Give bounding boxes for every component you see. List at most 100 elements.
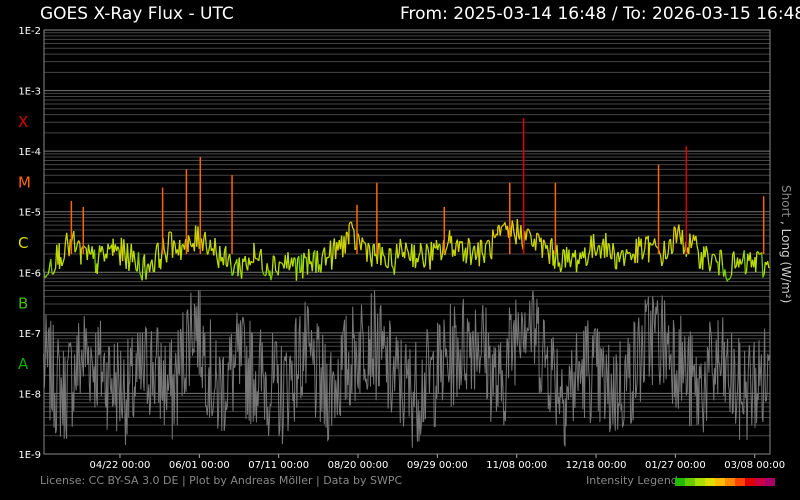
- flare-class-label: X: [18, 113, 28, 131]
- long-series-segment: [450, 236, 454, 257]
- long-series-segment: [171, 240, 175, 258]
- long-series-segment: [485, 242, 488, 245]
- long-series-segment: [153, 253, 157, 272]
- long-series-segment: [575, 259, 579, 273]
- long-series-segment: [250, 260, 253, 263]
- long-series-segment: [348, 221, 351, 225]
- long-series-segment: [358, 235, 361, 244]
- long-series-segment: [133, 250, 136, 261]
- intensity-legend-bar: [675, 478, 775, 486]
- x-tick-label: 01/27 00:00: [645, 460, 706, 471]
- long-series-segment: [327, 256, 330, 259]
- long-series-segment: [755, 251, 758, 273]
- long-series-segment: [219, 245, 222, 262]
- long-series-segment: [528, 231, 532, 236]
- long-series-segment: [553, 255, 557, 269]
- long-series-segment: [367, 242, 371, 247]
- long-series-segment: [226, 257, 230, 267]
- long-series-segment: [321, 250, 324, 257]
- long-series-segment: [364, 241, 367, 246]
- long-series-segment: [61, 261, 64, 267]
- long-series-segment: [53, 267, 57, 272]
- long-series-segment: [632, 253, 635, 256]
- long-series-segment: [159, 253, 163, 270]
- long-series-segment: [584, 253, 587, 266]
- long-series-segment: [586, 255, 590, 264]
- long-series-segment: [62, 257, 65, 263]
- long-series-segment: [627, 251, 630, 255]
- long-series-segment: [299, 270, 302, 274]
- long-series-segment: [681, 229, 685, 255]
- long-series-segment: [690, 242, 693, 249]
- long-series-segment: [141, 259, 144, 281]
- long-series-segment: [167, 231, 170, 251]
- flare-class-label: M: [18, 173, 31, 191]
- long-series-segment: [655, 245, 658, 248]
- long-series-segment: [488, 240, 492, 257]
- long-series-segment: [229, 253, 232, 266]
- long-series-segment: [383, 256, 387, 266]
- long-series-segment: [204, 231, 207, 247]
- long-series-segment: [569, 258, 573, 268]
- long-series-segment: [480, 239, 483, 242]
- long-series-segment: [741, 258, 744, 264]
- long-series-segment: [767, 261, 770, 269]
- long-series-segment: [107, 243, 110, 250]
- long-series-segment: [45, 274, 48, 278]
- long-series-segment: [344, 231, 348, 254]
- long-series-segment: [487, 239, 490, 242]
- long-series-segment: [188, 239, 192, 246]
- long-series-segment: [206, 251, 210, 255]
- long-series-segment: [659, 255, 663, 267]
- long-series-segment: [454, 243, 457, 257]
- long-series-segment: [436, 244, 440, 251]
- x-tick-labels: 04/22 00:00 06/01 00:00 07/11 00:00 08/20 0…: [90, 460, 786, 471]
- long-series-segment: [378, 242, 380, 245]
- long-series-segment: [613, 251, 617, 269]
- long-series-segment: [726, 279, 729, 282]
- long-series-segment: [261, 269, 265, 275]
- long-series-segment: [231, 273, 234, 277]
- long-series-segment: [78, 240, 81, 244]
- long-series-segment: [672, 226, 675, 252]
- y-tick-label: 1E-2: [18, 26, 41, 37]
- long-series-segment: [382, 254, 385, 257]
- long-series-segment: [425, 243, 429, 248]
- flare-class-labels: X M C B A: [18, 113, 31, 373]
- long-series-segment: [44, 276, 47, 279]
- long-series-segment: [238, 257, 242, 272]
- long-series-segment: [63, 241, 67, 258]
- long-series-segment: [391, 265, 394, 268]
- long-series-segment: [350, 222, 354, 229]
- long-series-segment: [215, 252, 219, 261]
- long-series-segment: [272, 255, 275, 258]
- long-series-segment: [366, 242, 369, 262]
- long-series-segment: [424, 244, 428, 265]
- y-tick-label: 1E-5: [18, 208, 41, 219]
- flare-spikes: [70, 118, 765, 255]
- plot-frame: [43, 29, 771, 455]
- long-series-segment: [287, 252, 290, 271]
- y-axis-label: Short , Long (W/m²): [779, 185, 793, 303]
- y-axis-label-long: , Long (W/m²): [779, 217, 793, 303]
- long-series-segment: [320, 256, 323, 273]
- long-series-segment: [393, 259, 397, 275]
- long-series-segment: [46, 273, 49, 275]
- long-series-segment: [277, 261, 280, 276]
- long-series-segment: [298, 255, 301, 273]
- y-tick-label: 1E-7: [18, 329, 41, 340]
- long-series-segment: [151, 259, 154, 272]
- long-series-segment: [711, 253, 714, 256]
- long-series-segment: [671, 251, 674, 255]
- long-series-segment: [232, 264, 236, 274]
- long-series-segment: [689, 233, 692, 249]
- y-tick-labels: 1E-2 1E-3 1E-4 1E-5 1E-6 1E-7 1E-8 1E-9: [18, 26, 41, 461]
- long-series-segment: [165, 250, 169, 263]
- long-series-segment: [439, 244, 442, 261]
- x-tick-label: 09/29 00:00: [407, 460, 468, 471]
- x-tick-label: 06/01 00:00: [169, 460, 230, 471]
- long-series-segment: [137, 252, 141, 273]
- long-series-segment: [47, 266, 51, 274]
- legend-swatch: [715, 478, 725, 486]
